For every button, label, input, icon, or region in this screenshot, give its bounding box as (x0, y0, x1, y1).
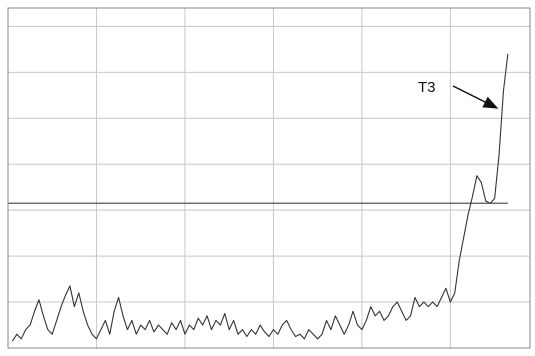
marks (8, 53, 509, 342)
annotation-label: T3 (418, 79, 436, 96)
grid (8, 8, 530, 348)
plot-frame (7, 7, 531, 349)
annotation-arrow (452, 85, 499, 109)
data-line (11, 53, 509, 342)
